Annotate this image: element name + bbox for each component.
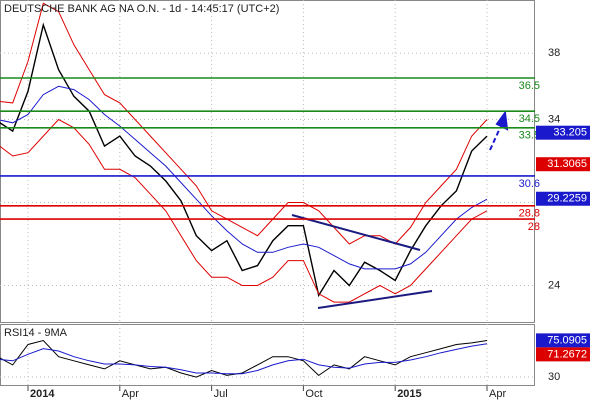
value-box [536,347,590,362]
value-box-label: 71.2672 [547,348,587,360]
series-line [0,118,488,303]
x-tick-label: Jul [214,388,228,400]
level-label: 33.5 [519,130,540,142]
level-label: 36.5 [519,80,540,92]
level-label: 30.6 [519,178,540,190]
series-line [0,85,488,270]
value-box [536,333,590,348]
chart-title: DEUTSCHE BANK AG NA O.N. - 1d - 14:45:17… [4,3,279,15]
value-box [536,191,590,206]
value-box-label: 31.3065 [547,158,587,170]
rsi-title: RSI14 - 9MA [4,327,68,339]
value-box [536,157,590,172]
series-line [0,339,488,378]
price-panel [0,0,535,323]
plot-area [0,0,535,386]
value-box-label: 33.205 [553,127,587,139]
value-box-label: 75.0905 [547,334,587,346]
y-tick-label: 34 [548,113,560,125]
level-label: 28.8 [519,208,540,220]
series-line [0,2,488,245]
value-box [536,125,590,140]
x-tick-label: Oct [305,388,322,400]
y-tick-label: 24 [548,279,560,291]
x-tick-label: 2014 [30,388,55,400]
arrow-head [495,110,509,131]
trend-line [317,290,433,309]
series-line [0,22,488,298]
trend-line [291,214,421,251]
x-tick-label: Apr [122,388,139,400]
y2-tick-label: 30 [548,371,560,383]
level-label: 34.5 [519,113,540,125]
level-label: 28 [528,221,540,233]
arrow-line [489,127,501,151]
y-tick-label: 38 [548,47,560,59]
x-tick-label: 2015 [397,388,421,400]
trend-lines [291,110,509,309]
rsi-panel [0,324,535,386]
series-line [0,343,488,375]
value-box-label: 29.2259 [547,193,587,205]
x-tick-label: Apr [489,388,506,400]
